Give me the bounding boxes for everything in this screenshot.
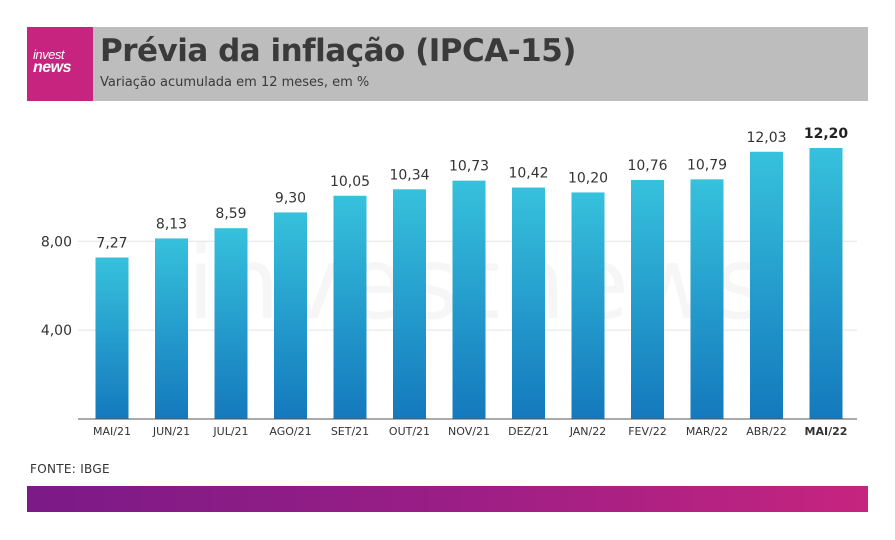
y-tick-label: 8,00 [41, 234, 72, 250]
header-bar [27, 27, 868, 101]
value-label: 10,42 [508, 166, 548, 182]
value-label: 7,27 [96, 236, 127, 252]
x-tick-label: AGO/21 [269, 425, 311, 438]
x-tick-label: FEV/22 [628, 425, 667, 438]
bar-mai-22 [809, 148, 843, 419]
footer-gradient-bar [27, 486, 868, 512]
value-label: 10,76 [627, 158, 667, 174]
x-tick-label: ABR/22 [746, 425, 786, 438]
value-label: 10,34 [389, 167, 429, 183]
value-label: 9,30 [275, 190, 306, 206]
x-tick-label: JAN/22 [569, 425, 607, 438]
y-axis-ticks: 4,00 8,00 [41, 234, 72, 339]
bar-jan-22 [571, 192, 605, 419]
value-label: 10,05 [330, 174, 370, 190]
x-tick-label: NOV/21 [448, 425, 490, 438]
bars [95, 148, 843, 419]
x-tick-label: JUN/21 [152, 425, 190, 438]
bar-dez-21 [512, 187, 545, 419]
bar-set-21 [333, 195, 367, 419]
x-tick-label: MAI/21 [93, 425, 131, 438]
bar-nov-21 [452, 180, 486, 419]
value-label: 8,13 [156, 216, 187, 232]
bar-ago-21 [274, 212, 307, 419]
value-labels: 7,27 8,13 8,59 9,30 10,05 10,34 10,73 10,42 10,2… [96, 126, 848, 252]
x-tick-label: OUT/21 [389, 425, 430, 438]
source-note: FONTE: IBGE [30, 462, 110, 476]
value-label: 10,20 [568, 170, 608, 186]
bar-mai-21 [95, 257, 129, 419]
x-tick-label: MAI/22 [805, 425, 848, 438]
x-tick-label: JUL/21 [212, 425, 248, 438]
value-label: 8,59 [215, 206, 246, 222]
chart-subtitle: Variação acumulada em 12 meses, em % [100, 75, 370, 90]
logo-line1: invest [33, 47, 64, 62]
investnews-logo: invest news [27, 27, 93, 101]
bar-fev-22 [631, 179, 664, 419]
chart-title: Prévia da inflação (IPCA-15) [100, 33, 576, 69]
bar-mar-22 [690, 179, 724, 419]
bar-jul-21 [214, 228, 248, 419]
value-label: 10,73 [449, 159, 489, 175]
value-label: 12,20 [804, 126, 849, 142]
bar-jun-21 [155, 238, 188, 419]
x-tick-label: SET/21 [331, 425, 369, 438]
value-label: 10,79 [687, 157, 727, 173]
value-label: 12,03 [746, 130, 786, 146]
y-tick-label: 4,00 [41, 323, 72, 339]
bar-abr-22 [750, 151, 783, 419]
logo-line2: news [33, 59, 72, 76]
x-axis-labels: MAI/21 JUN/21 JUL/21 AGO/21 SET/21 OUT/21 NOV/… [93, 425, 847, 438]
bar-out-21 [393, 189, 426, 419]
x-tick-label: DEZ/21 [508, 425, 549, 438]
x-tick-label: MAR/22 [686, 425, 728, 438]
